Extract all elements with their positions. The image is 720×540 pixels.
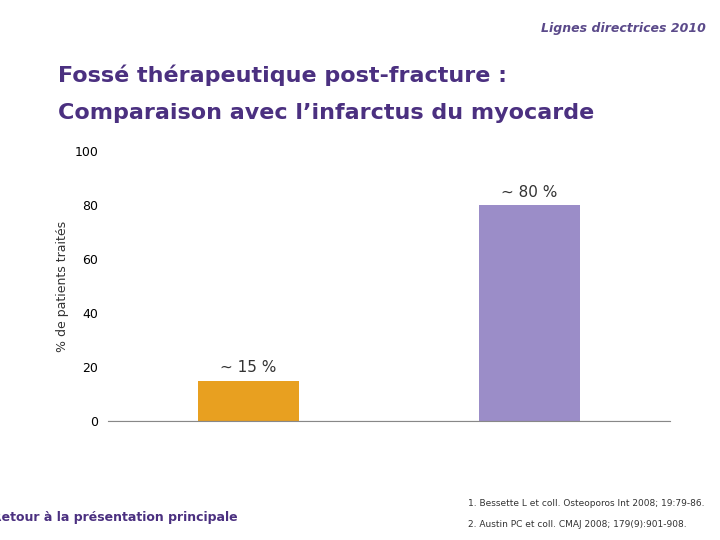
Text: ~ 15 %: ~ 15 %: [220, 360, 276, 375]
Bar: [479, 205, 580, 421]
Bar: [198, 381, 299, 421]
Text: ~ 80 %: ~ 80 %: [501, 185, 557, 200]
Text: 1. Bessette L et coll. Osteoporos Int 2008; 19:79-86.: 1. Bessette L et coll. Osteoporos Int 20…: [468, 498, 704, 508]
Text: Retour à la présentation principale: Retour à la présentation principale: [0, 510, 238, 524]
Text: 2. Austin PC et coll. CMAJ 2008; 179(9):901-908.: 2. Austin PC et coll. CMAJ 2008; 179(9):…: [468, 520, 687, 529]
Text: Comparaison avec l’infarctus du myocarde: Comparaison avec l’infarctus du myocarde: [58, 103, 594, 123]
Text: Lignes directrices 2010: Lignes directrices 2010: [541, 22, 706, 35]
Text: Fossé thérapeutique post-fracture :: Fossé thérapeutique post-fracture :: [58, 65, 507, 86]
Y-axis label: % de patients traités: % de patients traités: [56, 221, 69, 352]
